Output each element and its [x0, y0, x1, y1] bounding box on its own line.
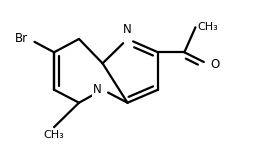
Text: N: N [92, 83, 101, 96]
Text: CH₃: CH₃ [44, 130, 64, 140]
Text: Br: Br [15, 32, 28, 45]
Text: N: N [123, 23, 132, 36]
Text: O: O [211, 58, 220, 71]
Text: CH₃: CH₃ [198, 22, 218, 32]
